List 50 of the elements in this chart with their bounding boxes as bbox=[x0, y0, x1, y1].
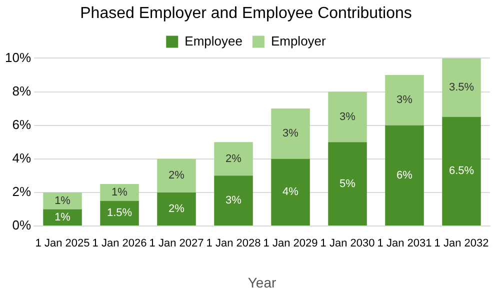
bar bbox=[100, 200, 139, 226]
y-tick-label: 2% bbox=[12, 184, 32, 200]
bar bbox=[328, 142, 367, 226]
data-label: 2% bbox=[226, 152, 242, 165]
bar bbox=[442, 116, 481, 226]
legend-label: Employee bbox=[184, 33, 242, 48]
bar bbox=[157, 158, 196, 192]
data-label: 4% bbox=[282, 186, 299, 198]
y-tick-label: 8% bbox=[12, 83, 32, 98]
bar bbox=[385, 125, 424, 226]
bar bbox=[214, 176, 253, 226]
x-tick-label: 1 Jan 2026 bbox=[92, 238, 147, 250]
data-label: 2% bbox=[168, 170, 185, 182]
bar bbox=[271, 108, 310, 159]
data-label: 6% bbox=[396, 169, 413, 182]
data-label: 6.5% bbox=[448, 165, 474, 178]
bar bbox=[385, 74, 424, 126]
y-tick-label: 0% bbox=[12, 218, 32, 233]
bar bbox=[271, 158, 310, 226]
data-label: 2% bbox=[168, 203, 185, 215]
x-tick-label: 1 Jan 2032 bbox=[434, 238, 489, 250]
data-label: 3% bbox=[396, 94, 413, 106]
bar bbox=[328, 92, 367, 142]
bar bbox=[100, 184, 139, 201]
data-label: 1% bbox=[54, 194, 71, 207]
bar bbox=[43, 209, 82, 226]
chart-title: Phased Employer and Employee Contributions bbox=[80, 5, 412, 22]
data-label: 3% bbox=[340, 110, 356, 123]
data-label: 5% bbox=[340, 178, 356, 190]
y-tick-label: 10% bbox=[4, 50, 32, 65]
x-tick-label: 1 Jan 2028 bbox=[206, 238, 261, 250]
x-tick-label: 1 Jan 2027 bbox=[149, 238, 204, 250]
y-tick-label: 4% bbox=[12, 150, 32, 166]
x-tick-label: 1 Jan 2031 bbox=[377, 238, 432, 250]
y-tick-label: 6% bbox=[12, 116, 32, 132]
data-label: 3.5% bbox=[448, 82, 474, 94]
bar bbox=[157, 192, 196, 226]
data-label: 3% bbox=[282, 128, 299, 140]
data-label: 1.5% bbox=[106, 207, 132, 220]
bar bbox=[43, 192, 82, 210]
data-label: 3% bbox=[226, 194, 242, 207]
bar bbox=[214, 142, 253, 176]
x-tick-label: 1 Jan 2029 bbox=[263, 238, 318, 250]
x-tick-label: 1 Jan 2030 bbox=[320, 238, 375, 250]
legend-label: Employer bbox=[270, 33, 327, 48]
data-label: 1% bbox=[54, 211, 71, 224]
data-label: 1% bbox=[112, 186, 128, 198]
x-axis-title: Year bbox=[248, 274, 276, 290]
x-tick-label: 1 Jan 2025 bbox=[35, 238, 90, 250]
bar bbox=[442, 58, 481, 117]
